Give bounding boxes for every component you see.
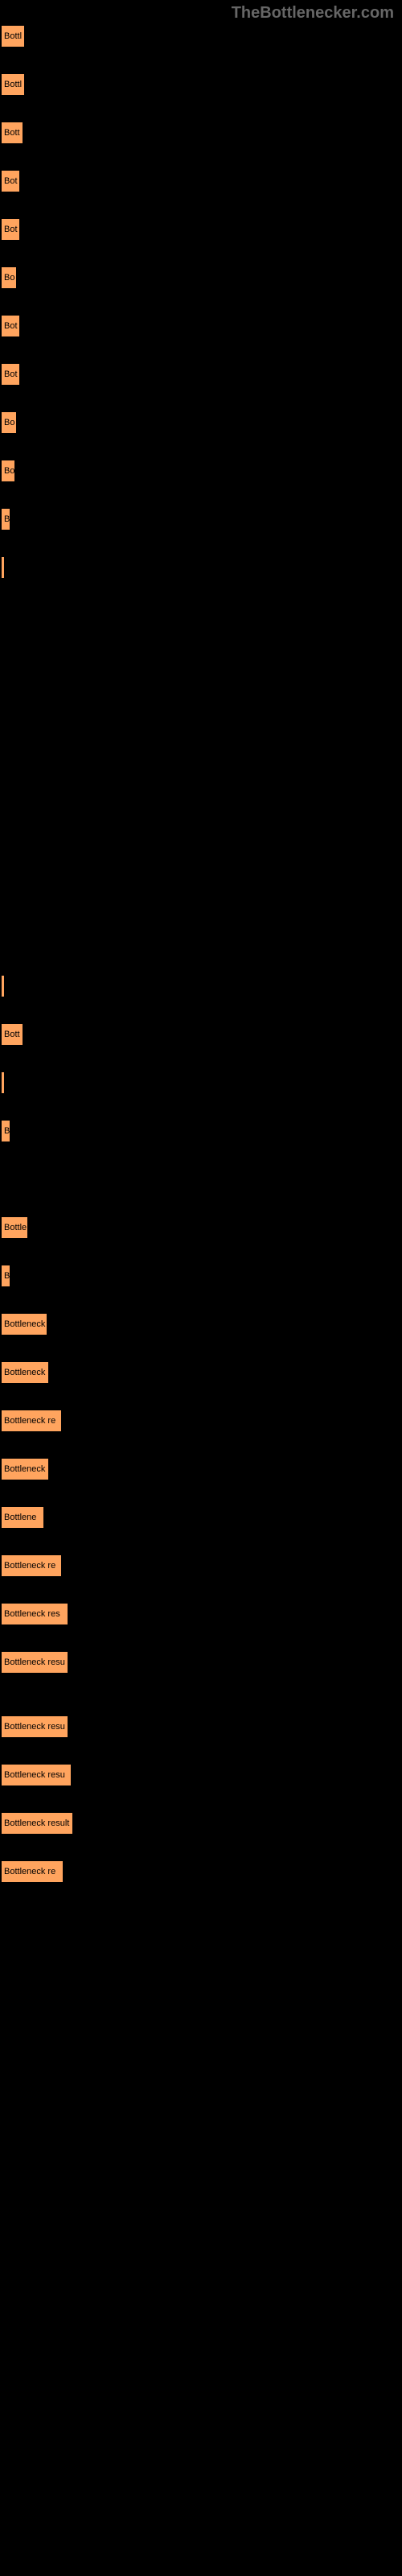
bar-row: Bott	[0, 1022, 402, 1046]
bar-row: B	[0, 1119, 402, 1143]
bar-row: Bo	[0, 459, 402, 483]
bar-row	[0, 555, 402, 580]
bar-label: Bottleneck	[4, 1319, 45, 1329]
bar-6: Bot	[0, 314, 21, 338]
bar-23: Bottleneck re	[0, 1554, 63, 1578]
bar-3: Bot	[0, 169, 21, 193]
bar-row: Bottleneck	[0, 1312, 402, 1336]
bar-label: Bott	[4, 128, 20, 138]
bar-row: Bottleneck res	[0, 1602, 402, 1626]
bar-label: Bottleneck	[4, 1464, 45, 1474]
bar-row: Bo	[0, 411, 402, 435]
bar-row: Bottleneck re	[0, 1554, 402, 1578]
bar-18: Bottleneck	[0, 1312, 48, 1336]
bar-label: Bot	[4, 176, 18, 186]
bar-row: Bot	[0, 362, 402, 386]
bar-row: Bottleneck resu	[0, 1763, 402, 1787]
bar-12b	[0, 974, 6, 998]
bar-row: Bot	[0, 314, 402, 338]
bar-label: B	[4, 514, 10, 524]
bar-row: B	[0, 507, 402, 531]
bar-row: Bottleneck re	[0, 1409, 402, 1433]
bar-22: Bottlene	[0, 1505, 45, 1530]
bar-4: Bot	[0, 217, 21, 242]
bar-label: Bottleneck re	[4, 1416, 55, 1426]
bar-label: Bo	[4, 273, 14, 283]
bar-label: Bottl	[4, 31, 22, 41]
bar-label: Bottleneck resu	[4, 1770, 65, 1780]
bar-label: Bottleneck res	[4, 1609, 60, 1619]
bar-label: Bo	[4, 466, 14, 476]
bar-20: Bottleneck re	[0, 1409, 63, 1433]
bar-label: Bottleneck result	[4, 1818, 69, 1828]
bar-row: Bottl	[0, 24, 402, 48]
bar-15: B	[0, 1119, 11, 1143]
bar-row: Bottlene	[0, 1505, 402, 1530]
bar-10: B	[0, 507, 11, 531]
bar-label: Bottl	[4, 80, 22, 89]
bar-label: Bot	[4, 225, 18, 234]
bar-21: Bottleneck	[0, 1457, 50, 1481]
bar-row: Bottleneck re	[0, 1860, 402, 1884]
bar-25: Bottleneck resu	[0, 1650, 69, 1674]
bar-19: Bottleneck	[0, 1360, 50, 1385]
bar-row	[0, 1071, 402, 1095]
bar-label: Bottlene	[4, 1513, 36, 1522]
bar-row	[0, 974, 402, 998]
bar-7: Bot	[0, 362, 21, 386]
bar-17: B	[0, 1264, 11, 1288]
bar-label: Bottleneck resu	[4, 1722, 65, 1732]
bar-row: Bottleneck result	[0, 1811, 402, 1835]
bar-29: Bottleneck re	[0, 1860, 64, 1884]
bar-row: Bottle	[0, 1216, 402, 1240]
bar-1: Bottl	[0, 72, 26, 97]
bar-row: Bott	[0, 121, 402, 145]
bar-24: Bottleneck res	[0, 1602, 69, 1626]
bar-label: Bot	[4, 321, 18, 331]
bar-11	[0, 555, 6, 580]
bar-row: Bottleneck	[0, 1360, 402, 1385]
watermark-text: TheBottlenecker.com	[232, 4, 394, 23]
bar-row: Bottl	[0, 72, 402, 97]
bar-13: Bott	[0, 1022, 24, 1046]
bar-label: Bottleneck re	[4, 1867, 55, 1876]
bar-16: Bottle	[0, 1216, 29, 1240]
chart-container: Bottl Bottl Bott Bot Bot Bo Bot Bot	[0, 0, 402, 1884]
bar-8: Bo	[0, 411, 18, 435]
bar-26: Bottleneck resu	[0, 1715, 69, 1739]
bar-row: Bottleneck resu	[0, 1715, 402, 1739]
bar-label: Bottleneck	[4, 1368, 45, 1377]
bar-label: Bottleneck resu	[4, 1657, 65, 1667]
bar-label: Bottleneck re	[4, 1561, 55, 1571]
bar-label: Bo	[4, 418, 14, 427]
bar-14	[0, 1071, 6, 1095]
bar-0: Bottl	[0, 24, 26, 48]
bar-5: Bo	[0, 266, 18, 290]
bar-row	[0, 652, 402, 676]
bar-row: Bottleneck	[0, 1457, 402, 1481]
bar-row: B	[0, 1264, 402, 1288]
bar-label: Bott	[4, 1030, 20, 1039]
bar-label: B	[4, 1126, 10, 1136]
bar-label: Bottle	[4, 1223, 27, 1232]
bar-28: Bottleneck result	[0, 1811, 74, 1835]
bar-row: Bot	[0, 217, 402, 242]
bar-row: Bot	[0, 169, 402, 193]
bar-9: Bo	[0, 459, 16, 483]
bar-27: Bottleneck resu	[0, 1763, 72, 1787]
bar-label: Bot	[4, 369, 18, 379]
bar-label: B	[4, 1271, 10, 1281]
bar-2: Bott	[0, 121, 24, 145]
bar-row: Bo	[0, 266, 402, 290]
bar-row: Bottleneck resu	[0, 1650, 402, 1674]
